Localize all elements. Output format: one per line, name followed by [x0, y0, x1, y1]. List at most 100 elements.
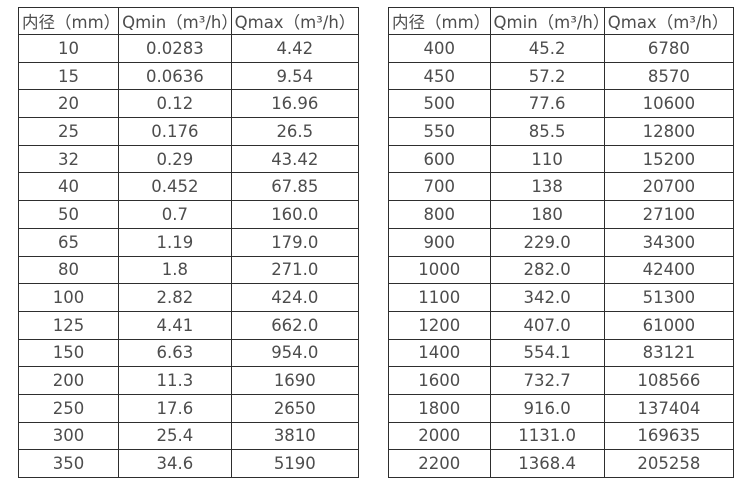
- table-cell: 16.96: [230, 89, 360, 119]
- table-cell: 229.0: [489, 227, 605, 257]
- table-cell: 169635: [603, 421, 735, 451]
- table-row: 1400 554.1 83121: [388, 338, 735, 368]
- table-row: 125 4.41 662.0: [17, 310, 360, 340]
- table-cell: 10600: [603, 89, 735, 119]
- table-row: 700 138 20700: [388, 172, 735, 202]
- table-cell: 11.3: [118, 366, 232, 395]
- table-cell: 0.452: [118, 172, 232, 202]
- table-cell: 20: [17, 89, 120, 119]
- table-cell: 550: [388, 117, 491, 146]
- flow-table-large-diameters: 内径（mm） Qmin（m³/h） Qmax（m³/h） 400 45.2 6780 450…: [388, 7, 735, 478]
- table-cell: 5190: [230, 449, 360, 478]
- table-cell: 138: [489, 172, 605, 202]
- table-cell: 916.0: [489, 393, 605, 423]
- table-cell: 271.0: [230, 255, 360, 285]
- table-cell: 205258: [603, 449, 735, 478]
- table-row: 300 25.4 3810: [17, 421, 360, 451]
- table-cell: 4.42: [230, 34, 360, 63]
- table-cell: 9.54: [230, 61, 360, 91]
- table-cell: 50: [17, 200, 120, 229]
- table-cell: 61000: [603, 310, 735, 340]
- table-row: 150 6.63 954.0: [17, 338, 360, 368]
- table-cell: 6.63: [118, 338, 232, 368]
- header-cell: 内径（mm）: [17, 7, 120, 35]
- table-cell: 800: [388, 200, 491, 229]
- table-row: 40 0.452 67.85: [17, 172, 360, 202]
- table-row: 200 11.3 1690: [17, 366, 360, 395]
- table-cell: 1000: [388, 255, 491, 285]
- table-row: 2000 1131.0 169635: [388, 421, 735, 451]
- table-cell: 17.6: [118, 393, 232, 423]
- table-row: 1200 407.0 61000: [388, 310, 735, 340]
- table-cell: 2000: [388, 421, 491, 451]
- table-row: 1000 282.0 42400: [388, 255, 735, 285]
- table-cell: 1131.0: [489, 421, 605, 451]
- table-cell: 600: [388, 144, 491, 174]
- table-cell: 85.5: [489, 117, 605, 146]
- table-cell: 2.82: [118, 283, 232, 312]
- table-cell: 500: [388, 89, 491, 119]
- table-row: 80 1.8 271.0: [17, 255, 360, 285]
- table-cell: 3810: [230, 421, 360, 451]
- table-cell: 77.6: [489, 89, 605, 119]
- table-cell: 1368.4: [489, 449, 605, 478]
- table-cell: 1400: [388, 338, 491, 368]
- table-cell: 40: [17, 172, 120, 202]
- header-row: 内径（mm） Qmin（m³/h） Qmax（m³/h）: [388, 7, 735, 35]
- table-cell: 400: [388, 34, 491, 63]
- table-cell: 342.0: [489, 283, 605, 312]
- table-row: 10 0.0283 4.42: [17, 34, 360, 63]
- table-row: 1100 342.0 51300: [388, 283, 735, 312]
- table-cell: 200: [17, 366, 120, 395]
- table-cell: 1.19: [118, 227, 232, 257]
- table-row: 1800 916.0 137404: [388, 393, 735, 423]
- header-cell: Qmin（m³/h）: [118, 7, 232, 35]
- table-cell: 8570: [603, 61, 735, 91]
- table-cell: 0.12: [118, 89, 232, 119]
- table-cell: 0.0636: [118, 61, 232, 91]
- table-cell: 1200: [388, 310, 491, 340]
- table-cell: 67.85: [230, 172, 360, 202]
- table-cell: 10: [17, 34, 120, 63]
- table-cell: 900: [388, 227, 491, 257]
- table-cell: 700: [388, 172, 491, 202]
- table-cell: 25: [17, 117, 120, 146]
- table-cell: 732.7: [489, 366, 605, 395]
- table-cell: 180: [489, 200, 605, 229]
- flow-table-small-diameters: 内径（mm） Qmin（m³/h） Qmax（m³/h） 10 0.0283 4.42 15…: [17, 7, 360, 478]
- table-row: 32 0.29 43.42: [17, 144, 360, 174]
- table-cell: 32: [17, 144, 120, 174]
- header-row: 内径（mm） Qmin（m³/h） Qmax（m³/h）: [17, 7, 360, 35]
- table-cell: 4.41: [118, 310, 232, 340]
- table-cell: 51300: [603, 283, 735, 312]
- table-row: 450 57.2 8570: [388, 61, 735, 91]
- table-cell: 954.0: [230, 338, 360, 368]
- table-cell: 450: [388, 61, 491, 91]
- table-cell: 65: [17, 227, 120, 257]
- table-cell: 1100: [388, 283, 491, 312]
- table-cell: 424.0: [230, 283, 360, 312]
- table-cell: 150: [17, 338, 120, 368]
- table-cell: 179.0: [230, 227, 360, 257]
- table-row: 65 1.19 179.0: [17, 227, 360, 257]
- table-cell: 57.2: [489, 61, 605, 91]
- table-cell: 137404: [603, 393, 735, 423]
- table-row: 600 110 15200: [388, 144, 735, 174]
- table-cell: 108566: [603, 366, 735, 395]
- table-cell: 34300: [603, 227, 735, 257]
- header-cell: Qmin（m³/h）: [489, 7, 605, 35]
- table-cell: 25.4: [118, 421, 232, 451]
- table-cell: 662.0: [230, 310, 360, 340]
- table-cell: 2200: [388, 449, 491, 478]
- table-cell: 1600: [388, 366, 491, 395]
- table-row: 20 0.12 16.96: [17, 89, 360, 119]
- table-cell: 80: [17, 255, 120, 285]
- table-cell: 12800: [603, 117, 735, 146]
- table-cell: 15: [17, 61, 120, 91]
- table-cell: 125: [17, 310, 120, 340]
- table-row: 400 45.2 6780: [388, 34, 735, 63]
- table-row: 50 0.7 160.0: [17, 200, 360, 229]
- table-cell: 0.29: [118, 144, 232, 174]
- table-cell: 20700: [603, 172, 735, 202]
